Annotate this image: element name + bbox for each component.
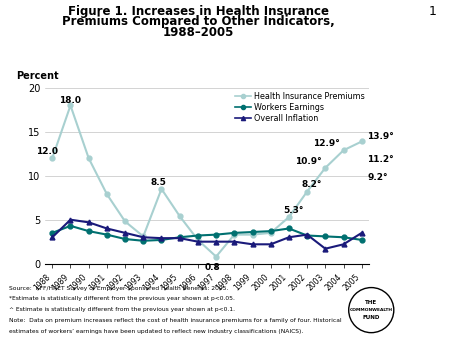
Text: Premiums Compared to Other Indicators,: Premiums Compared to Other Indicators,	[62, 15, 334, 28]
Text: 18.0: 18.0	[59, 96, 81, 105]
Text: 10.9°: 10.9°	[295, 157, 321, 166]
Text: *Estimate is statistically different from the previous year shown at p<0.05.: *Estimate is statistically different fro…	[9, 296, 235, 301]
Text: THE: THE	[365, 300, 377, 305]
Text: 12.9°: 12.9°	[313, 139, 340, 148]
Text: Figure 1. Increases in Health Insurance: Figure 1. Increases in Health Insurance	[68, 5, 328, 18]
Text: estimates of workers’ earnings have been updated to reflect new industry classif: estimates of workers’ earnings have been…	[9, 329, 303, 334]
Text: 1: 1	[428, 5, 436, 18]
Text: COMMONWEALTH: COMMONWEALTH	[350, 308, 393, 312]
Text: FUND: FUND	[363, 315, 380, 320]
Text: 9.2°: 9.2°	[367, 173, 388, 182]
Text: 1988–2005: 1988–2005	[162, 26, 234, 39]
Text: 0.8: 0.8	[205, 264, 221, 272]
Text: Note:  Data on premium increases reflect the cost of health insurance premiums f: Note: Data on premium increases reflect …	[9, 318, 342, 323]
Legend: Health Insurance Premiums, Workers Earnings, Overall Inflation: Health Insurance Premiums, Workers Earni…	[235, 92, 365, 123]
Text: 13.9°: 13.9°	[367, 132, 394, 141]
Text: 5.3°: 5.3°	[284, 206, 304, 215]
Text: Percent: Percent	[16, 71, 58, 81]
Text: ^ Estimate is statistically different from the previous year shown at p<0.1.: ^ Estimate is statistically different fr…	[9, 307, 235, 312]
Text: Source:  KFF/HRET Survey of Employer-Sponsored Health Benefits: 2005.: Source: KFF/HRET Survey of Employer-Spon…	[9, 286, 228, 291]
Text: 11.2°: 11.2°	[367, 155, 394, 164]
Text: 12.0: 12.0	[36, 147, 58, 156]
Text: 8.5: 8.5	[150, 178, 166, 187]
Text: 8.2°: 8.2°	[302, 180, 322, 189]
